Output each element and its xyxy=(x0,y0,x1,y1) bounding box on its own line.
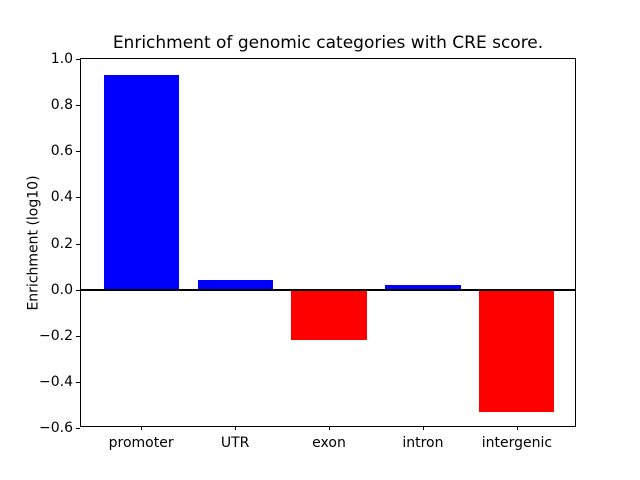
bar-UTR xyxy=(197,280,273,290)
y-tick-label: 0.8 xyxy=(50,97,73,114)
x-tick-label-intergenic: intergenic xyxy=(481,435,553,451)
y-tick-label: −0.6 xyxy=(39,420,73,436)
x-tick-mark xyxy=(516,426,518,430)
x-tick-mark xyxy=(235,426,237,430)
x-tick-label-UTR: UTR xyxy=(220,435,250,451)
bar-intron xyxy=(385,285,461,290)
y-tick-mark xyxy=(76,428,80,429)
x-tick-label-intron: intron xyxy=(402,435,444,451)
y-tick-label: 0.2 xyxy=(50,235,73,252)
x-tick-label-promoter: promoter xyxy=(108,435,174,451)
y-tick-label: 1.0 xyxy=(50,51,73,67)
y-tick-mark xyxy=(76,197,80,199)
y-tick-mark xyxy=(76,243,80,245)
y-axis-label-container: Enrichment (log10) xyxy=(22,58,46,427)
zero-line xyxy=(81,288,575,291)
y-tick-mark xyxy=(76,59,80,60)
bar-exon xyxy=(291,289,367,341)
y-tick-label: −0.4 xyxy=(39,373,73,390)
y-tick-mark xyxy=(76,381,80,383)
x-tick-mark xyxy=(422,426,424,430)
x-tick-mark xyxy=(329,426,330,430)
chart-title: Enrichment of genomic categories with CR… xyxy=(112,33,544,53)
x-tick-label-exon: exon xyxy=(312,435,346,451)
y-tick-label: 0.0 xyxy=(50,281,73,298)
y-tick-mark xyxy=(76,335,80,337)
bar-intergenic xyxy=(479,289,555,412)
y-axis-label: Enrichment (log10) xyxy=(26,174,43,311)
y-tick-mark xyxy=(76,151,80,153)
y-tick-label: 0.4 xyxy=(50,189,73,206)
bar-promoter xyxy=(103,75,179,290)
y-tick-label: 0.6 xyxy=(50,143,73,160)
x-tick-mark xyxy=(141,426,143,430)
y-tick-mark xyxy=(76,105,80,107)
plot-area: 1.0 0.8 0.6 0.4 0.2 0.0 −0.2 −0.4 −0.6 promoter UT… xyxy=(39,51,576,451)
y-tick-label: −0.2 xyxy=(39,327,73,344)
y-tick-mark xyxy=(76,289,80,291)
